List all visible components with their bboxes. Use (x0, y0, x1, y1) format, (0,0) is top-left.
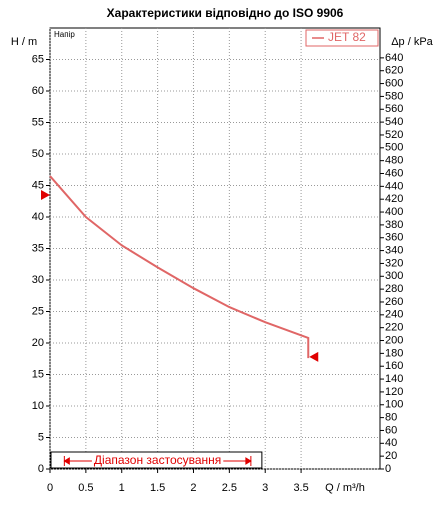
x-tick-label: 3.5 (293, 482, 308, 494)
y-tick-label: 30 (32, 274, 44, 286)
y-tick-label: 55 (32, 116, 44, 128)
y2-tick-label: 140 (385, 373, 403, 385)
y2-tick-label: 520 (385, 129, 403, 141)
y-axis-label: H / m (11, 36, 37, 48)
x-tick-label: 2.5 (222, 482, 237, 494)
marker (309, 351, 319, 362)
y-tick-label: 35 (32, 242, 44, 254)
y2-tick-label: 400 (385, 206, 403, 218)
range-end (245, 456, 252, 466)
x-tick-label: 1 (119, 482, 125, 494)
y2-tick-label: 240 (385, 309, 403, 321)
y2-tick-label: 100 (385, 399, 403, 411)
y2-tick-label: 0 (385, 463, 391, 475)
y2-tick-label: 160 (385, 360, 403, 372)
x-tick-label: 0 (47, 482, 53, 494)
y2-tick-label: 40 (385, 437, 397, 449)
chart-title: Характеристики відповідно до ISO 9906 (107, 6, 344, 20)
x-tick-label: 0.5 (78, 482, 93, 494)
y-tick-label: 65 (32, 53, 44, 65)
y2-tick-label: 200 (385, 334, 403, 346)
y2-tick-label: 120 (385, 386, 403, 398)
y2-tick-label: 420 (385, 193, 403, 205)
y2-tick-label: 480 (385, 155, 403, 167)
y-tick-label: 50 (32, 148, 44, 160)
y2-axis-label: Δp / kPa (391, 36, 433, 48)
y2-tick-label: 580 (385, 90, 403, 102)
legend-box (305, 29, 379, 47)
annotation: Напір (54, 30, 75, 39)
y2-tick-label: 560 (385, 103, 403, 115)
y-tick-label: 25 (32, 305, 44, 317)
marker (41, 189, 50, 200)
y-tick-label: 45 (32, 179, 44, 191)
y2-tick-label: 440 (385, 180, 403, 192)
y2-tick-label: 340 (385, 244, 403, 256)
y-tick-label: 20 (32, 337, 44, 349)
y2-tick-label: 280 (385, 283, 403, 295)
y-tick-label: 15 (32, 368, 44, 380)
y2-tick-label: 460 (385, 167, 403, 179)
y-tick-label: 0 (38, 463, 44, 475)
y2-tick-label: 220 (385, 322, 403, 334)
x-axis-label: Q / m³/h (325, 482, 365, 494)
range-start (63, 456, 70, 466)
y-tick-label: 10 (32, 400, 44, 412)
y2-tick-label: 80 (385, 412, 397, 424)
y2-tick-label: 500 (385, 142, 403, 154)
y2-tick-label: 540 (385, 116, 403, 128)
y2-tick-label: 20 (385, 450, 397, 462)
x-tick-label: 1.5 (150, 482, 165, 494)
y2-tick-label: 180 (385, 347, 403, 359)
y-tick-label: 5 (38, 431, 44, 443)
y2-tick-label: 260 (385, 296, 403, 308)
y2-tick-label: 60 (385, 424, 397, 436)
y2-tick-label: 320 (385, 257, 403, 269)
y2-tick-label: 600 (385, 77, 403, 89)
range-label-bg (91, 453, 224, 468)
y2-tick-label: 640 (385, 52, 403, 64)
y2-tick-label: 360 (385, 232, 403, 244)
x-tick-label: 3 (262, 482, 268, 494)
y2-tick-label: 300 (385, 270, 403, 282)
y2-tick-label: 620 (385, 65, 403, 77)
legend-label: JET 82 (328, 30, 366, 44)
y2-tick-label: 380 (385, 219, 403, 231)
y-tick-label: 60 (32, 85, 44, 97)
series-line (49, 175, 310, 359)
y-tick-label: 40 (32, 211, 44, 223)
x-tick-label: 2 (190, 482, 196, 494)
range-label: Діапазон застосування (94, 453, 221, 467)
